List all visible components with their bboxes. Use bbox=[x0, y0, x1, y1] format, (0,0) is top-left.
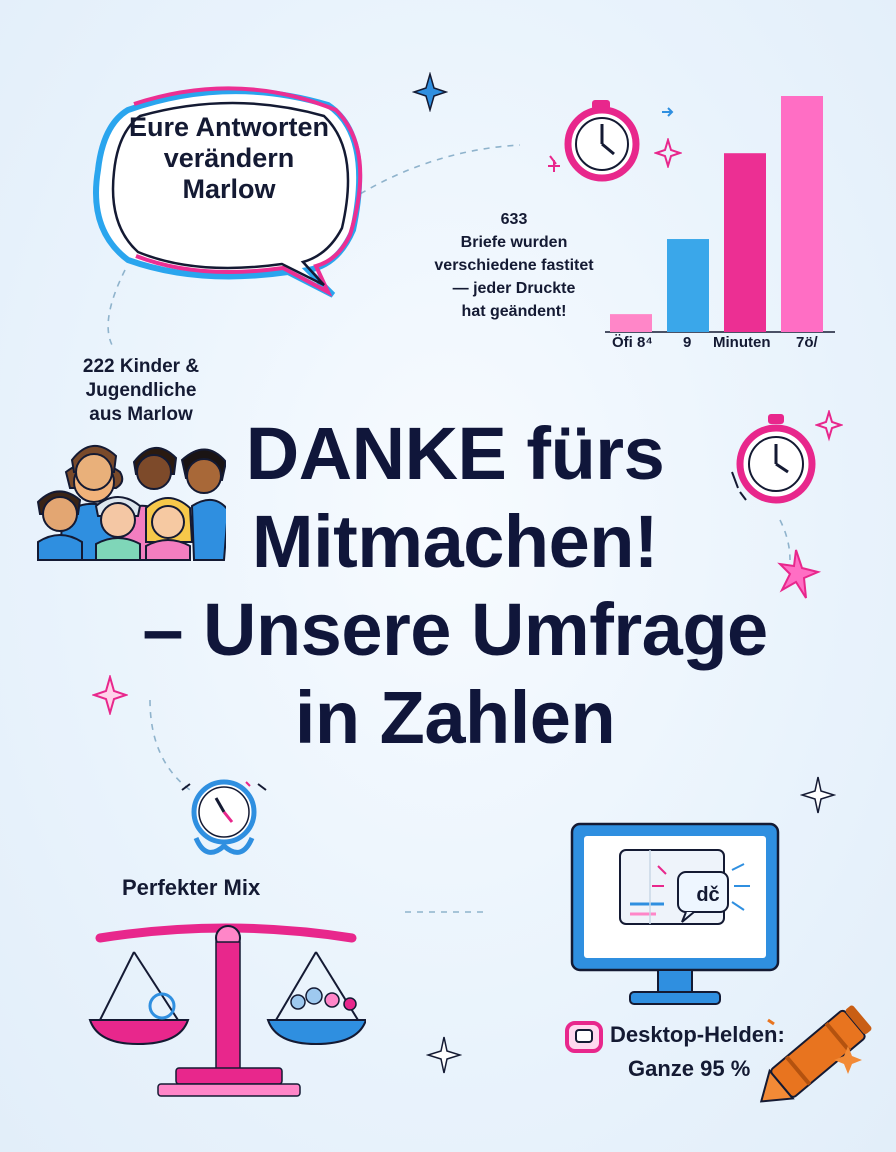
bar-1 bbox=[667, 239, 709, 332]
sparkle-icon bbox=[815, 410, 843, 442]
letters-line: hat geändent! bbox=[461, 303, 567, 320]
sparkle-icon bbox=[777, 549, 822, 599]
balance-scale-icon bbox=[88, 923, 366, 1097]
sparkle-icon bbox=[800, 776, 836, 814]
children-group-icon bbox=[36, 445, 226, 561]
bar-tick-label: 7ö/ bbox=[796, 334, 818, 351]
title-line: – Unsere Umfrage bbox=[142, 588, 768, 671]
letters-line: verschiedene fastitet bbox=[434, 257, 594, 274]
bubble-text: Eure Antworten verändern Marlow bbox=[128, 112, 329, 204]
laptop-icon bbox=[565, 1021, 603, 1053]
sparkle-icon bbox=[654, 138, 682, 168]
sparkle-icon bbox=[92, 675, 128, 715]
sparkle-icon bbox=[426, 1036, 462, 1074]
screen-badge: dč bbox=[696, 884, 720, 906]
letters-line: Briefe wurden bbox=[460, 234, 568, 251]
title-line: DANKE fürs bbox=[245, 412, 665, 495]
bar-tick-label: Öfi 8⁴ bbox=[612, 334, 653, 351]
stopwatch-icon bbox=[548, 100, 674, 182]
desktop-line: Desktop-Helden: bbox=[610, 1022, 785, 1047]
mix-label: Perfekter Mix bbox=[122, 875, 261, 900]
bar-2 bbox=[724, 153, 766, 332]
alarm-clock-icon bbox=[731, 414, 816, 504]
desktop-stat: Desktop-Helden: Ganze 95 % bbox=[568, 1018, 785, 1086]
bar-tick-label: 9 bbox=[683, 334, 692, 351]
alarm-clock-icon bbox=[181, 779, 267, 855]
sparkle-icon bbox=[412, 72, 448, 112]
bar-0 bbox=[610, 314, 652, 332]
page-title: DANKE fürs Mitmachen! – Unsere Umfrage i… bbox=[60, 410, 850, 762]
monitor-icon bbox=[570, 822, 780, 1005]
letters-stat: 633 Briefe wurden verschiedene fastitet … bbox=[406, 208, 622, 323]
crayon-icon bbox=[759, 1005, 872, 1103]
letters-line: — jeder Druckte bbox=[452, 280, 576, 297]
title-line: Mitmachen! bbox=[251, 500, 659, 583]
speech-bubble bbox=[93, 86, 363, 298]
letters-count: 633 bbox=[500, 211, 528, 228]
bar-tick-label: Minuten bbox=[713, 334, 771, 351]
kids-line: aus Marlow bbox=[89, 404, 193, 425]
kids-line: 222 Kinder & bbox=[82, 356, 200, 377]
title-line: in Zahlen bbox=[294, 676, 616, 759]
bar-chart bbox=[605, 96, 835, 333]
kids-line: Jugendliche bbox=[85, 380, 197, 401]
kids-stat: 222 Kinder & Jugendliche aus Marlow bbox=[56, 355, 226, 427]
desktop-line: Ganze 95 % bbox=[628, 1056, 751, 1081]
bar-3 bbox=[781, 96, 823, 332]
